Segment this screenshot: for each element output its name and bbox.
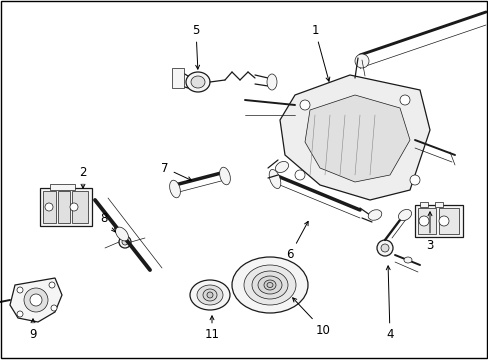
Text: 4: 4 xyxy=(386,266,393,342)
Ellipse shape xyxy=(266,283,272,288)
Ellipse shape xyxy=(24,288,48,312)
Ellipse shape xyxy=(17,311,23,317)
Ellipse shape xyxy=(244,265,295,305)
Text: 6: 6 xyxy=(285,221,307,261)
Ellipse shape xyxy=(275,161,288,172)
Ellipse shape xyxy=(203,289,217,301)
Text: 10: 10 xyxy=(292,298,330,337)
Ellipse shape xyxy=(266,74,276,90)
Ellipse shape xyxy=(169,180,180,198)
Bar xyxy=(40,188,92,226)
Polygon shape xyxy=(10,278,62,322)
Ellipse shape xyxy=(376,240,392,256)
Text: 1: 1 xyxy=(311,23,329,81)
Ellipse shape xyxy=(191,76,204,88)
Bar xyxy=(58,191,70,223)
Ellipse shape xyxy=(185,72,209,92)
Bar xyxy=(438,208,458,234)
Bar xyxy=(72,191,88,223)
Ellipse shape xyxy=(418,216,428,226)
Ellipse shape xyxy=(30,294,42,306)
Text: 8: 8 xyxy=(100,212,115,232)
Ellipse shape xyxy=(17,287,23,293)
Ellipse shape xyxy=(367,210,381,220)
Ellipse shape xyxy=(45,203,53,211)
Bar xyxy=(434,202,442,207)
Text: 9: 9 xyxy=(29,319,37,342)
Ellipse shape xyxy=(231,257,307,313)
Ellipse shape xyxy=(299,100,309,110)
Ellipse shape xyxy=(398,210,411,221)
Bar xyxy=(414,205,462,237)
Ellipse shape xyxy=(119,236,131,248)
Ellipse shape xyxy=(403,257,411,263)
Ellipse shape xyxy=(264,280,275,290)
Bar xyxy=(417,208,435,234)
Polygon shape xyxy=(280,75,429,200)
Ellipse shape xyxy=(206,292,213,298)
Bar xyxy=(50,184,75,190)
Bar xyxy=(172,68,183,88)
Bar xyxy=(419,202,427,207)
Ellipse shape xyxy=(122,239,128,245)
Ellipse shape xyxy=(258,276,282,294)
Text: 2: 2 xyxy=(79,166,86,188)
Text: 3: 3 xyxy=(426,212,433,252)
Ellipse shape xyxy=(380,244,388,252)
Ellipse shape xyxy=(294,170,305,180)
Text: 7: 7 xyxy=(161,162,191,180)
Ellipse shape xyxy=(49,282,55,288)
Ellipse shape xyxy=(190,280,229,310)
Ellipse shape xyxy=(219,167,230,185)
Text: 5: 5 xyxy=(192,23,199,69)
Ellipse shape xyxy=(399,95,409,105)
Bar xyxy=(43,191,56,223)
Ellipse shape xyxy=(51,305,57,311)
Ellipse shape xyxy=(70,203,78,211)
Ellipse shape xyxy=(115,227,128,241)
Polygon shape xyxy=(305,95,409,182)
Ellipse shape xyxy=(354,54,368,68)
Ellipse shape xyxy=(409,175,419,185)
Ellipse shape xyxy=(268,170,280,189)
Ellipse shape xyxy=(251,271,287,299)
Ellipse shape xyxy=(438,216,448,226)
Ellipse shape xyxy=(197,285,223,305)
Text: 11: 11 xyxy=(204,316,219,342)
